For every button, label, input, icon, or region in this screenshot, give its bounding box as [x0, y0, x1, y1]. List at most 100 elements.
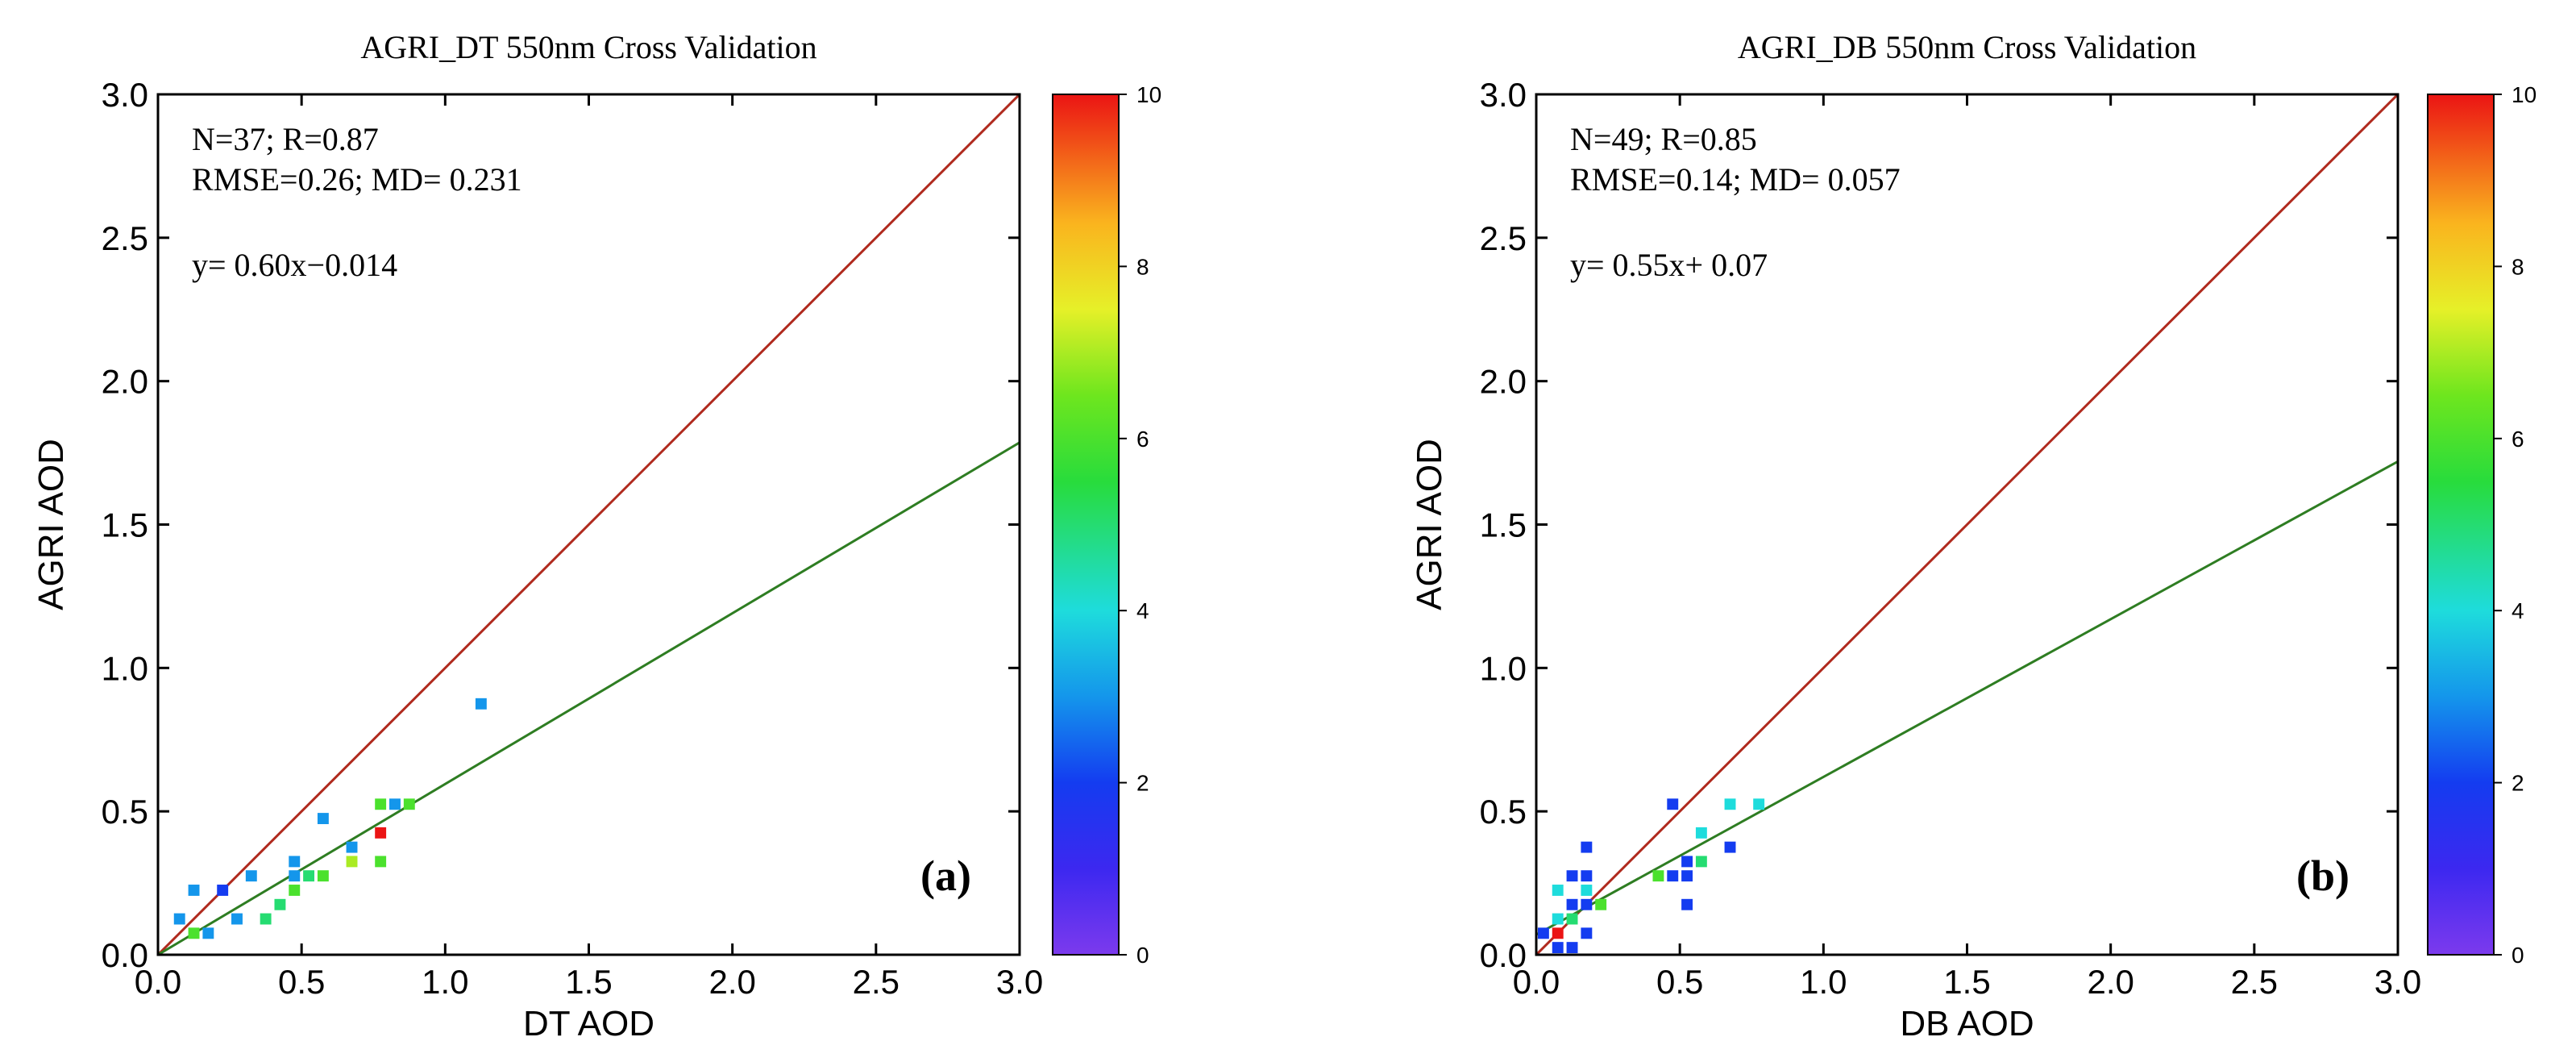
- chart-title: AGRI_DB 550nm Cross Validation: [1738, 29, 2196, 65]
- one-to-one-line: [1536, 94, 2398, 955]
- colorbar-tick-label: 8: [2512, 254, 2524, 279]
- data-point: [274, 898, 286, 910]
- data-point: [289, 856, 301, 868]
- colorbar-tick-label: 2: [1136, 771, 1149, 796]
- x-tick-label: 2.5: [853, 963, 900, 1001]
- data-point: [1581, 898, 1593, 910]
- data-point: [1566, 898, 1578, 910]
- data-point: [1552, 927, 1564, 939]
- x-tick-label: 0.5: [278, 963, 325, 1001]
- x-tick-label: 1.0: [422, 963, 468, 1001]
- panel-label: (a): [920, 852, 971, 900]
- data-point: [375, 856, 387, 868]
- data-point: [1566, 870, 1578, 882]
- scatter-panel-a: AGRI_DT 550nm Cross Validation 0.0 0.5 1.0 1…: [31, 29, 1043, 1043]
- data-point: [1581, 841, 1593, 853]
- y-tick-label: 1.5: [102, 506, 148, 544]
- data-point: [1581, 885, 1593, 896]
- data-point: [1681, 898, 1693, 910]
- x-tick-label: 0.5: [1656, 963, 1703, 1001]
- data-point: [1667, 798, 1679, 810]
- data-point: [1566, 913, 1578, 925]
- x-tick-label: 3.0: [2374, 963, 2421, 1001]
- data-point: [1695, 856, 1707, 868]
- data-point: [375, 827, 387, 839]
- y-tick-label: 3.0: [1480, 76, 1527, 114]
- colorbar-tick-label: 8: [1136, 254, 1149, 279]
- x-tick-label: 1.0: [1800, 963, 1847, 1001]
- data-point: [1681, 856, 1693, 868]
- fit-equation: y= 0.60x−0.014: [192, 247, 397, 283]
- data-point: [317, 870, 329, 882]
- x-tick-label: 2.0: [708, 963, 755, 1001]
- fit-equation: y= 0.55x+ 0.07: [1570, 247, 1768, 283]
- data-point: [1724, 841, 1736, 853]
- data-point: [245, 870, 257, 882]
- data-point: [1652, 870, 1664, 882]
- x-tick-label: 0.0: [1513, 963, 1560, 1001]
- colorbar: 0 2 4 6 8 10: [1052, 82, 1161, 968]
- y-tick-label: 1.0: [102, 649, 148, 687]
- colorbar-tick-label: 0: [1136, 943, 1149, 968]
- scatter-panel-b: AGRI_DB 550nm Cross Validation 0.0 0.5 1.0 1…: [1410, 29, 2421, 1043]
- data-point: [1595, 898, 1607, 910]
- colorbar-gradient: [2428, 94, 2494, 955]
- data-point: [1695, 827, 1707, 839]
- x-tick-label: 0.0: [135, 963, 181, 1001]
- colorbar: 0 2 4 6 8 10: [2427, 82, 2537, 968]
- colorbar-tick-label: 10: [1136, 82, 1161, 107]
- data-point: [303, 870, 315, 882]
- x-tick-label: 1.5: [1943, 963, 1990, 1001]
- data-point: [1581, 927, 1593, 939]
- y-tick-label: 2.0: [1480, 363, 1527, 401]
- y-axis-label: AGRI AOD: [31, 439, 71, 610]
- panel-label: (b): [2296, 852, 2350, 900]
- y-tick-label: 0.5: [1480, 793, 1527, 831]
- x-tick-label: 1.5: [565, 963, 612, 1001]
- colorbar-frame: [1052, 94, 1120, 956]
- y-tick-label: 1.5: [1480, 506, 1527, 544]
- stats-line-2: RMSE=0.14; MD= 0.057: [1570, 161, 1901, 198]
- data-point: [346, 841, 358, 853]
- data-point: [1552, 913, 1564, 925]
- x-tick-label: 2.0: [2087, 963, 2134, 1001]
- chart-title: AGRI_DT 550nm Cross Validation: [360, 29, 816, 65]
- one-to-one-line: [158, 94, 1020, 955]
- data-point: [289, 885, 301, 896]
- colorbar-tick-label: 4: [1136, 598, 1149, 623]
- colorbar-tick-label: 2: [2512, 771, 2524, 796]
- data-point: [202, 927, 214, 939]
- colorbar-tick-label: 0: [2512, 943, 2524, 968]
- data-point: [346, 856, 358, 868]
- data-point: [475, 698, 487, 710]
- x-tick-label: 3.0: [996, 963, 1043, 1001]
- data-point: [1566, 942, 1578, 954]
- data-point: [173, 913, 185, 925]
- y-tick-label: 1.0: [1480, 649, 1527, 687]
- data-point: [403, 798, 415, 810]
- stats-line-2: RMSE=0.26; MD= 0.231: [192, 161, 522, 198]
- data-point: [1552, 885, 1564, 896]
- data-point: [231, 913, 243, 925]
- data-point: [260, 913, 272, 925]
- data-point: [317, 813, 329, 825]
- colorbar-tick-label: 6: [1136, 427, 1149, 452]
- stats-line-1: N=37; R=0.87: [192, 121, 379, 157]
- data-point: [1667, 870, 1679, 882]
- x-axis-label: DB AOD: [1900, 1004, 2034, 1043]
- colorbar-tick-label: 6: [2512, 427, 2524, 452]
- data-point: [375, 798, 387, 810]
- data-point: [217, 885, 229, 896]
- y-tick-label: 2.5: [1480, 219, 1527, 257]
- x-tick-label: 2.5: [2231, 963, 2278, 1001]
- colorbar-tick-label: 10: [2512, 82, 2537, 107]
- data-point: [188, 927, 200, 939]
- x-axis-label: DT AOD: [523, 1004, 654, 1043]
- y-tick-label: 0.0: [1480, 936, 1527, 974]
- regression-line: [158, 441, 1020, 955]
- data-point: [1681, 870, 1693, 882]
- data-point: [389, 798, 401, 810]
- data-point: [1724, 798, 1736, 810]
- data-point: [1552, 942, 1564, 954]
